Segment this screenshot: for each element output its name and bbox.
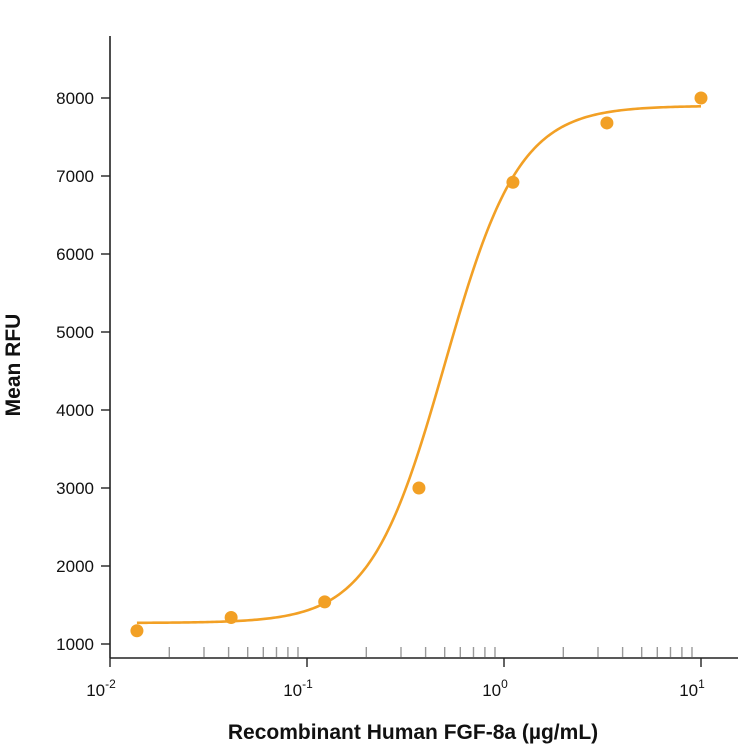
x-tick-label: 100 xyxy=(482,677,508,700)
y-tick-label: 6000 xyxy=(56,245,94,264)
y-tick-label: 2000 xyxy=(56,557,94,576)
y-tick-label: 7000 xyxy=(56,167,94,186)
y-axis-title: Mean RFU xyxy=(2,314,25,417)
fit-curve xyxy=(136,105,702,625)
x-minor-ticks xyxy=(168,647,693,657)
x-axis-ticks: 10-2 10-1 100 101 xyxy=(86,658,705,700)
x-axis-title: Recombinant Human FGF-8a (µg/mL) xyxy=(228,721,598,744)
y-tick-label: 3000 xyxy=(56,479,94,498)
x-tick-label: 101 xyxy=(679,677,705,700)
data-point xyxy=(600,116,614,130)
y-tick-label: 4000 xyxy=(56,401,94,420)
y-tick-label: 8000 xyxy=(56,89,94,108)
x-tick-label: 10-2 xyxy=(86,677,116,700)
y-tick-label: 5000 xyxy=(56,323,94,342)
data-point xyxy=(506,175,520,189)
x-tick-label: 10-1 xyxy=(283,677,313,700)
data-point xyxy=(694,91,708,105)
y-tick-label: 1000 xyxy=(56,635,94,654)
data-points xyxy=(130,91,708,638)
data-point xyxy=(318,595,332,609)
y-axis-ticks: 1000 2000 3000 4000 5000 6000 7000 8000 xyxy=(56,89,110,654)
data-point xyxy=(412,481,426,495)
data-point xyxy=(130,624,144,638)
data-point xyxy=(224,610,238,624)
